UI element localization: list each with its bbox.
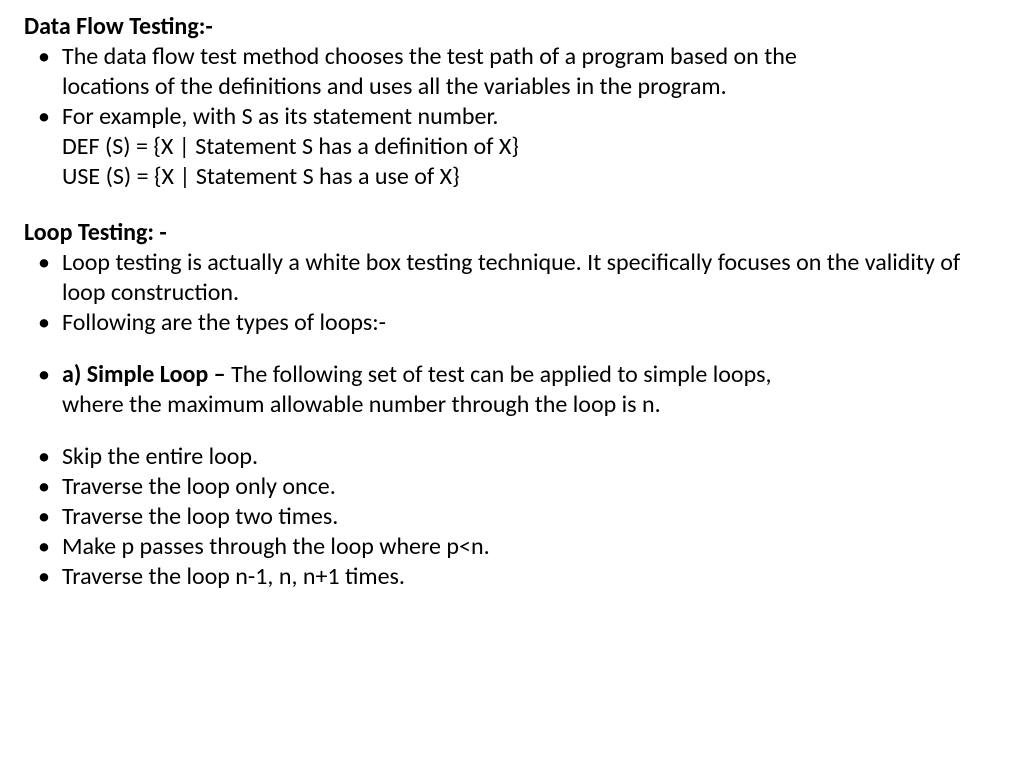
use-line: USE (S) = {X | Statement S has a use of … xyxy=(24,162,1000,192)
bullet-list-section2: Loop testing is actually a white box tes… xyxy=(24,248,1000,338)
bullet-list-steps: Skip the entire loop. Traverse the loop … xyxy=(24,442,1000,592)
list-text: Skip the entire loop. xyxy=(62,442,258,471)
list-text: Traverse the loop only once. xyxy=(62,472,336,501)
section-heading-data-flow: Data Flow Testing:- xyxy=(24,12,1000,42)
list-text: For example, with S as its statement num… xyxy=(62,102,498,131)
list-text: Traverse the loop two times. xyxy=(62,502,338,531)
list-item: The data flow test method chooses the te… xyxy=(24,42,1000,72)
list-item: Traverse the loop two times. xyxy=(24,502,1000,532)
list-item: a) Simple Loop – The following set of te… xyxy=(24,360,1000,390)
list-text: Traverse the loop n-1, n, n+1 times. xyxy=(62,562,405,591)
list-text: Make p passes through the loop where p<n… xyxy=(62,532,490,561)
list-text: The data flow test method chooses the te… xyxy=(62,42,797,71)
simple-loop-label: a) Simple Loop – xyxy=(62,360,231,389)
list-item: Following are the types of loops:- xyxy=(24,308,1000,338)
list-item: Make p passes through the loop where p<n… xyxy=(24,532,1000,562)
list-item: Skip the entire loop. xyxy=(24,442,1000,472)
list-item: Traverse the loop n-1, n, n+1 times. xyxy=(24,562,1000,592)
bullet-list-section1: The data flow test method chooses the te… xyxy=(24,42,1000,72)
list-item: Loop testing is actually a white box tes… xyxy=(24,248,1000,308)
def-line: DEF (S) = {X | Statement S has a definit… xyxy=(24,132,1000,162)
list-continuation: where the maximum allowable number throu… xyxy=(24,390,1000,420)
bullet-list-simple-loop: a) Simple Loop – The following set of te… xyxy=(24,360,1000,390)
bullet-list-section1b: For example, with S as its statement num… xyxy=(24,102,1000,132)
section-heading-loop-testing: Loop Testing: - xyxy=(24,218,1000,248)
list-text: Loop testing is actually a white box tes… xyxy=(62,248,960,307)
list-continuation: locations of the definitions and uses al… xyxy=(24,72,1000,102)
list-item: Traverse the loop only once. xyxy=(24,472,1000,502)
list-item: For example, with S as its statement num… xyxy=(24,102,1000,132)
list-text: Following are the types of loops:- xyxy=(62,308,386,337)
simple-loop-text: The following set of test can be applied… xyxy=(231,360,771,389)
